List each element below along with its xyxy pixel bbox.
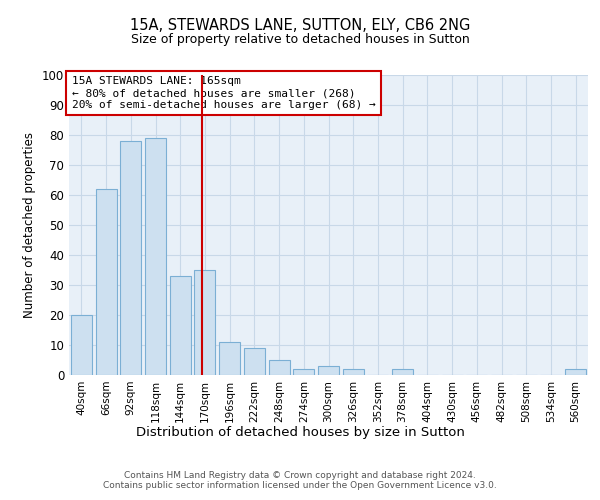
Text: Size of property relative to detached houses in Sutton: Size of property relative to detached ho… xyxy=(131,32,469,46)
Bar xyxy=(244,348,265,375)
Bar xyxy=(293,369,314,375)
Bar xyxy=(565,369,586,375)
Bar xyxy=(219,342,240,375)
Bar xyxy=(194,270,215,375)
Text: Contains HM Land Registry data © Crown copyright and database right 2024.
Contai: Contains HM Land Registry data © Crown c… xyxy=(103,470,497,490)
Bar xyxy=(71,315,92,375)
Bar xyxy=(392,369,413,375)
Y-axis label: Number of detached properties: Number of detached properties xyxy=(23,132,37,318)
Bar xyxy=(120,141,141,375)
Text: 15A STEWARDS LANE: 165sqm
← 80% of detached houses are smaller (268)
20% of semi: 15A STEWARDS LANE: 165sqm ← 80% of detac… xyxy=(71,76,376,110)
Bar xyxy=(95,189,116,375)
Bar xyxy=(343,369,364,375)
Bar xyxy=(269,360,290,375)
Bar xyxy=(170,276,191,375)
Bar xyxy=(318,366,339,375)
Bar xyxy=(145,138,166,375)
Text: Distribution of detached houses by size in Sutton: Distribution of detached houses by size … xyxy=(136,426,464,439)
Text: 15A, STEWARDS LANE, SUTTON, ELY, CB6 2NG: 15A, STEWARDS LANE, SUTTON, ELY, CB6 2NG xyxy=(130,18,470,32)
